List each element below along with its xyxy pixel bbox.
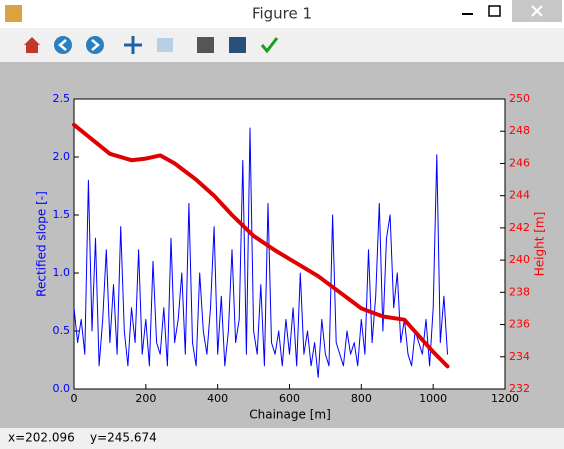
back-button[interactable] (54, 36, 72, 54)
home-button[interactable] (24, 37, 40, 53)
y-tick-label: 2.5 (53, 92, 71, 105)
status-y: y=245.674 (90, 431, 157, 445)
y-tick-label: 1.0 (53, 266, 71, 279)
y-axis-label: Rectified slope [-] (35, 191, 49, 297)
x-tick-label: 200 (135, 392, 156, 405)
status-bar (0, 428, 564, 449)
edit-button[interactable] (260, 37, 279, 54)
plot: 0 200 400 600 800 1000 1200 0.0 0.5 1.0 1.5 2.0 2.5 2… (53, 92, 531, 405)
status-x: x=202.096 (8, 431, 75, 445)
maximize[interactable] (488, 5, 501, 17)
x-tick-label: 0 (71, 392, 78, 405)
pan-button[interactable] (124, 36, 142, 54)
x-tick-label: 800 (351, 392, 372, 405)
y2-axis-label: Height [m] (533, 212, 547, 277)
y2-tick-label: 232 (509, 382, 530, 395)
toolbar (0, 28, 564, 62)
app-icon (5, 5, 22, 22)
plot-area (73, 98, 506, 390)
y2-tick-label: 238 (509, 285, 530, 298)
y-tick-label: 1.5 (53, 208, 71, 221)
x-axis-label: Chainage [m] (249, 408, 331, 422)
y2-tick-label: 240 (509, 253, 530, 266)
y2-tick-label: 246 (509, 156, 530, 169)
configure-button[interactable] (197, 37, 214, 53)
data-line (73, 127, 448, 378)
y2-tick-label: 250 (509, 92, 530, 105)
window-title: Figure 1 (252, 5, 312, 23)
x-tick-label: 400 (207, 392, 228, 405)
toolbar-icons (24, 36, 279, 54)
back-arrow (58, 39, 67, 51)
x-tick-label: 1000 (419, 392, 447, 405)
y2-tick-label: 242 (509, 221, 530, 234)
y-tick-label: 0.5 (53, 324, 71, 337)
forward-button[interactable] (86, 36, 104, 54)
x-tick-label: 1200 (491, 392, 519, 405)
zoom-button[interactable] (157, 38, 173, 52)
y2-tick-label: 234 (509, 350, 530, 363)
y2-tick-label: 244 (509, 189, 530, 202)
data-line (72, 122, 450, 369)
y-tick-label: 2.0 (53, 150, 71, 163)
y2-tick-label: 236 (509, 318, 530, 331)
y-tick-label: 0.0 (53, 382, 71, 395)
close-icon (531, 5, 543, 17)
save-button[interactable] (229, 37, 246, 53)
forward-arrow (91, 39, 100, 51)
x-tick-label: 600 (279, 392, 300, 405)
y2-tick-label: 248 (509, 124, 530, 137)
